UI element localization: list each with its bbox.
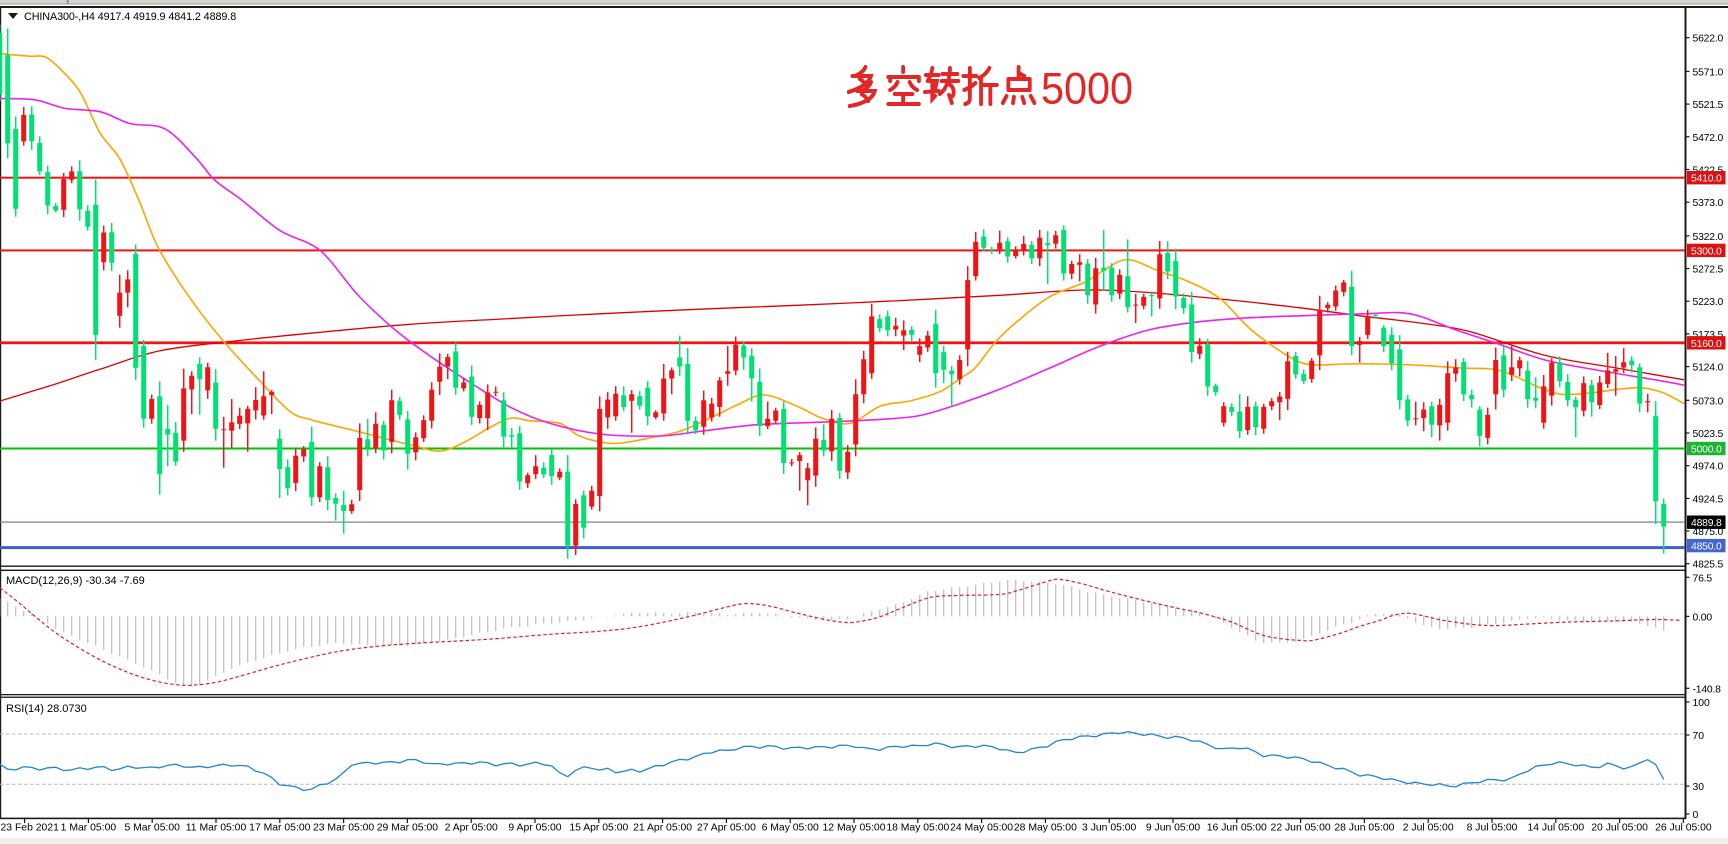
svg-text:17 Mar 05:00: 17 Mar 05:00 [249,823,310,834]
svg-text:23 Mar 05:00: 23 Mar 05:00 [313,823,374,834]
svg-text:27 Apr 05:00: 27 Apr 05:00 [697,823,756,834]
svg-text:4850.0: 4850.0 [1691,542,1722,553]
svg-text:5073.0: 5073.0 [1693,396,1724,407]
svg-text:26 Jul 05:00: 26 Jul 05:00 [1655,823,1712,834]
svg-text:5124.0: 5124.0 [1693,363,1724,374]
svg-text:21 Apr 05:00: 21 Apr 05:00 [633,823,692,834]
svg-text:23 Feb 2021: 23 Feb 2021 [1,823,60,834]
svg-text:0: 0 [1693,810,1699,821]
svg-text:28 Jun 05:00: 28 Jun 05:00 [1334,823,1394,834]
svg-text:30: 30 [1693,782,1705,793]
svg-text:100: 100 [1693,698,1711,709]
svg-text:0.00: 0.00 [1693,612,1713,623]
svg-text:16 Jun 05:00: 16 Jun 05:00 [1207,823,1267,834]
svg-text:12 May 05:00: 12 May 05:00 [823,823,886,834]
svg-text:5173.5: 5173.5 [1693,330,1724,341]
svg-text:-140.8: -140.8 [1693,684,1722,695]
svg-text:5571.0: 5571.0 [1693,67,1724,78]
svg-text:5472.0: 5472.0 [1693,133,1724,144]
svg-text:1 Mar 05:00: 1 Mar 05:00 [61,823,117,834]
svg-text:5373.0: 5373.0 [1693,198,1724,209]
svg-text:70: 70 [1693,731,1705,742]
svg-text:2 Apr 05:00: 2 Apr 05:00 [445,823,498,834]
svg-text:5272.5: 5272.5 [1693,265,1724,276]
svg-text:5000.0: 5000.0 [1691,445,1722,456]
svg-text:4974.0: 4974.0 [1693,462,1724,473]
svg-text:4924.5: 4924.5 [1693,494,1724,505]
svg-text:11 Mar 05:00: 11 Mar 05:00 [186,823,247,834]
svg-text:5521.5: 5521.5 [1693,100,1724,111]
svg-text:5300.0: 5300.0 [1691,246,1722,257]
svg-text:4875.0: 4875.0 [1693,527,1724,538]
svg-text:5322.0: 5322.0 [1693,232,1724,243]
svg-text:9 Jun 05:00: 9 Jun 05:00 [1146,823,1201,834]
svg-text:20 Jul 05:00: 20 Jul 05:00 [1591,823,1648,834]
svg-text:6 May 05:00: 6 May 05:00 [762,823,819,834]
svg-text:4889.8: 4889.8 [1691,518,1722,529]
svg-text:29 Mar 05:00: 29 Mar 05:00 [377,823,438,834]
svg-text:3 Jun 05:00: 3 Jun 05:00 [1082,823,1137,834]
svg-text:RSI(14) 28.0730: RSI(14) 28.0730 [6,703,87,715]
svg-text:28 May 05:00: 28 May 05:00 [1014,823,1077,834]
svg-text:9 Apr 05:00: 9 Apr 05:00 [508,823,561,834]
svg-text:18 May 05:00: 18 May 05:00 [886,823,949,834]
svg-text:8 Jul 05:00: 8 Jul 05:00 [1467,823,1518,834]
svg-text:4825.5: 4825.5 [1693,560,1724,571]
svg-text:CHINA300-,H4 4917.4 4919.9 48: CHINA300-,H4 4917.4 4919.9 4841.2 4889.8 [24,11,236,23]
svg-text:MACD(12,26,9) -30.34 -7.69: MACD(12,26,9) -30.34 -7.69 [6,575,145,587]
svg-text:5622.0: 5622.0 [1693,34,1724,45]
svg-text:5160.0: 5160.0 [1691,339,1722,350]
svg-text:15 Apr 05:00: 15 Apr 05:00 [569,823,628,834]
svg-text:14 Jul 05:00: 14 Jul 05:00 [1527,823,1584,834]
svg-text:76.5: 76.5 [1693,573,1713,584]
svg-text:5 Mar 05:00: 5 Mar 05:00 [124,823,180,834]
svg-text:5410.0: 5410.0 [1691,174,1722,185]
svg-text:5000: 5000 [1041,64,1133,114]
svg-text:24 May 05:00: 24 May 05:00 [950,823,1013,834]
svg-text:5223.0: 5223.0 [1693,297,1724,308]
svg-text:22 Jun 05:00: 22 Jun 05:00 [1271,823,1331,834]
svg-text:2 Jul 05:00: 2 Jul 05:00 [1403,823,1454,834]
svg-text:5023.5: 5023.5 [1693,429,1724,440]
